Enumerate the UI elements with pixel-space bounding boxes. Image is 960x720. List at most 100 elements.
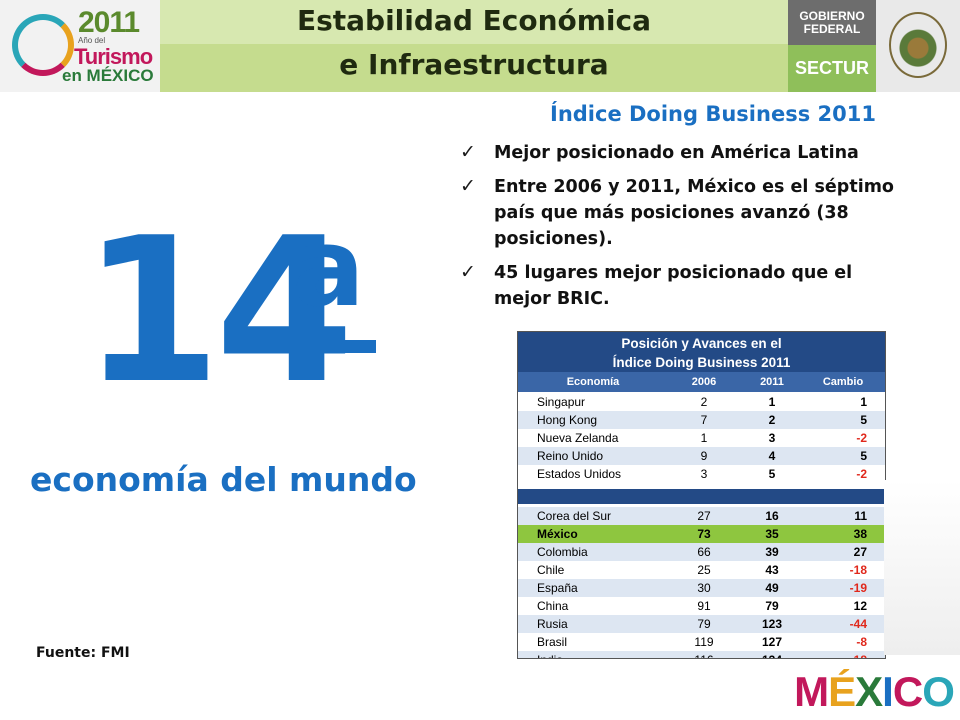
logo-letter: É (828, 668, 856, 715)
table-row: Colombia 66 39 27 (518, 543, 885, 561)
title-banner: Estabilidad Económica e Infraestructura (160, 0, 788, 92)
cell-2011: 35 (765, 527, 779, 541)
cell-2006: 9 (700, 449, 708, 463)
header: 2011 Año del Turismo en MÉXICO Estabilid… (0, 0, 960, 92)
cell-2006: 7 (700, 413, 708, 427)
cell-cambio: -8 (856, 635, 867, 649)
cell-2006: 1 (700, 431, 708, 445)
cell-economia: Nueva Zelanda (537, 431, 619, 445)
cell-economia: Rusia (537, 617, 568, 631)
cell-economia: Colombia (537, 545, 588, 559)
cell-2011: 1 (768, 395, 776, 409)
cell-economia: Chile (537, 563, 565, 577)
cell-2006: 30 (697, 581, 711, 595)
cell-cambio: 27 (853, 545, 867, 559)
checkmark-icon: ✓ (460, 261, 476, 283)
table-row: Corea del Sur 27 16 11 (518, 507, 885, 525)
cell-cambio: -19 (849, 581, 867, 595)
table-row: Rusia 79 123 -44 (518, 615, 885, 633)
cell-2011: 123 (761, 617, 783, 631)
table-row: Nueva Zelanda 1 3 -2 (518, 429, 885, 447)
cell-cambio: -2 (856, 467, 867, 481)
bullet-item: ✓ 45 lugares mejor posicionado que el me… (458, 260, 898, 312)
rank-ordinal-suffix: a (292, 206, 365, 331)
table-row: China 91 79 12 (518, 597, 885, 615)
rank-number: 14 (82, 195, 354, 428)
gobierno-federal-logo: Gobierno Federal SECTUR (788, 0, 876, 92)
cell-2011: 39 (765, 545, 779, 559)
table-row: Brasil 119 127 -8 (518, 633, 885, 651)
cell-2006: 119 (694, 635, 714, 649)
column-header-2006: 2006 (691, 376, 717, 388)
gobierno-federal-label: Gobierno Federal (788, 0, 876, 45)
checkmark-icon: ✓ (460, 175, 476, 197)
cell-economia: Singapur (537, 395, 586, 409)
turismo-2011-logo: 2011 Año del Turismo en MÉXICO (0, 0, 160, 92)
cell-cambio: -18 (813, 651, 873, 658)
logo-letter: C (892, 668, 923, 715)
table-separator (518, 489, 885, 504)
cell-2011: 127 (761, 635, 783, 649)
ordinal-underline (296, 340, 376, 353)
cell-2011: 3 (768, 431, 776, 445)
cell-2011: 79 (765, 599, 779, 613)
column-header-cambio: Cambio (822, 376, 864, 388)
cell-cambio: 11 (854, 509, 867, 523)
cell-cambio: -2 (856, 431, 867, 445)
cell-economia: Brasil (537, 635, 568, 649)
table-title: Posición y Avances en el Índice Doing Bu… (518, 332, 885, 372)
bullet-text: Mejor posicionado en América Latina (494, 143, 859, 163)
page-title-line1: Estabilidad Económica (296, 4, 652, 37)
logo-letter: X (855, 668, 883, 715)
bullet-item: ✓ Mejor posicionado en América Latina (458, 140, 898, 166)
logo-letter: O (922, 668, 955, 715)
cell-2011: 5 (768, 467, 776, 481)
sectur-label: SECTUR (788, 45, 876, 92)
cell-cambio: -44 (849, 617, 867, 631)
decorative-shadow (884, 480, 960, 655)
federal-label: Federal (803, 22, 861, 36)
table-row: Chile 25 43 -18 (518, 561, 885, 579)
logo-turismo: Turismo (74, 44, 153, 69)
swirl-logo-icon (12, 14, 74, 76)
column-header-economia: Economía (566, 376, 620, 388)
bullet-list: ✓ Mejor posicionado en América Latina ✓ … (458, 140, 898, 320)
cell-cambio: -18 (849, 563, 867, 577)
logo-en-mexico: en MÉXICO (62, 66, 154, 85)
source-note: Fuente: FMI (36, 645, 130, 661)
logo-ano: Año del (78, 36, 106, 45)
seal-icon (889, 12, 947, 78)
rank-subtitle: economía del mundo (30, 460, 417, 499)
logo-letter: I (882, 668, 894, 715)
page-title-line2: e Infraestructura (339, 48, 609, 81)
table-row-mexico: México 73 35 38 (518, 525, 885, 543)
table-row: Estados Unidos 3 5 -2 (518, 465, 885, 483)
cell-economia: China (537, 599, 569, 613)
gobierno-label: Gobierno (799, 9, 865, 23)
cell-cambio: 5 (860, 449, 867, 463)
ranking-table: Posición y Avances en el Índice Doing Bu… (517, 331, 886, 659)
table-header-row: Economía 2006 2011 Cambio (518, 372, 885, 392)
cell-2006: 2 (700, 395, 708, 409)
cell-2006: 116 (674, 651, 734, 658)
cell-2011: 2 (768, 413, 776, 427)
cell-economia: Estados Unidos (537, 467, 622, 481)
checkmark-icon: ✓ (460, 141, 476, 163)
cell-2006: 27 (697, 509, 711, 523)
cell-cambio: 5 (860, 413, 867, 427)
bullet-text: Entre 2006 y 2011, México es el séptimo … (494, 177, 894, 249)
cell-2011: 43 (765, 563, 779, 577)
cell-cambio: 38 (853, 527, 867, 541)
cell-2006: 66 (697, 545, 711, 559)
coat-of-arms-icon (876, 0, 960, 92)
logo-year: 2011 (78, 6, 140, 39)
table-title-line2: Índice Doing Business 2011 (612, 355, 791, 370)
cell-2011: 4 (768, 449, 776, 463)
cell-cambio: 12 (853, 599, 867, 613)
logo-letter: M (794, 668, 829, 715)
table-title-line1: Posición y Avances en el (621, 336, 782, 351)
cell-economia: Corea del Sur (537, 509, 612, 523)
index-title: Índice Doing Business 2011 (550, 102, 876, 126)
cell-2006: 91 (697, 599, 711, 613)
cell-economia: México (537, 527, 578, 541)
